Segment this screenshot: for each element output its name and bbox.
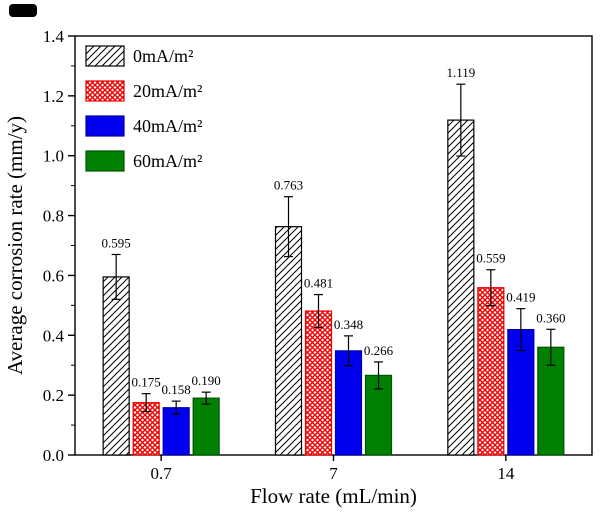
value-label: 0.559: [476, 251, 505, 266]
x-axis-title: Flow rate (mL/min): [250, 484, 417, 508]
value-label: 0.158: [162, 382, 191, 397]
legend-label: 60mA/m²: [133, 151, 202, 171]
value-label: 0.348: [334, 317, 363, 332]
y-axis-tick-label: 0.8: [43, 207, 64, 226]
bar: [274, 226, 303, 456]
bar: [447, 119, 475, 456]
y-axis-tick-label: 0.2: [43, 386, 64, 405]
value-label: 0.266: [364, 343, 394, 358]
value-label: 0.481: [304, 276, 333, 291]
value-label: 0.595: [102, 235, 131, 250]
legend-label: 0mA/m²: [133, 46, 193, 66]
x-axis-tick-label: 7: [329, 464, 338, 483]
bar: [162, 407, 190, 456]
legend-swatch: [85, 115, 125, 137]
legend-swatch: [85, 45, 125, 67]
bar: [192, 397, 220, 456]
bar: [477, 287, 505, 456]
y-axis-tick-label: 0.6: [43, 266, 64, 285]
y-axis-tick-label: 0.0: [43, 446, 64, 465]
y-axis-tick-label: 0.4: [43, 326, 65, 345]
value-label: 0.190: [192, 373, 221, 388]
value-label: 1.119: [446, 65, 475, 80]
y-axis-title: Average corrosion rate (mm/y): [3, 116, 27, 375]
corner-artifact: [9, 4, 37, 17]
bar: [102, 276, 130, 456]
legend-swatch: [85, 150, 125, 172]
y-axis-tick-label: 1.0: [43, 147, 64, 166]
legend-label: 20mA/m²: [133, 81, 202, 101]
value-label: 0.360: [536, 310, 565, 325]
value-label: 0.763: [274, 178, 303, 193]
y-axis-tick-label: 1.2: [43, 87, 64, 106]
bar: [304, 310, 333, 456]
legend-label: 40mA/m²: [133, 116, 202, 136]
y-axis-tick-label: 1.4: [43, 27, 65, 46]
x-axis-tick-label: 0.7: [151, 464, 173, 483]
legend-swatch: [85, 80, 125, 102]
value-label: 0.175: [132, 375, 161, 390]
bar: [334, 350, 363, 456]
x-axis-tick-label: 14: [497, 464, 515, 483]
value-label: 0.419: [506, 290, 535, 305]
